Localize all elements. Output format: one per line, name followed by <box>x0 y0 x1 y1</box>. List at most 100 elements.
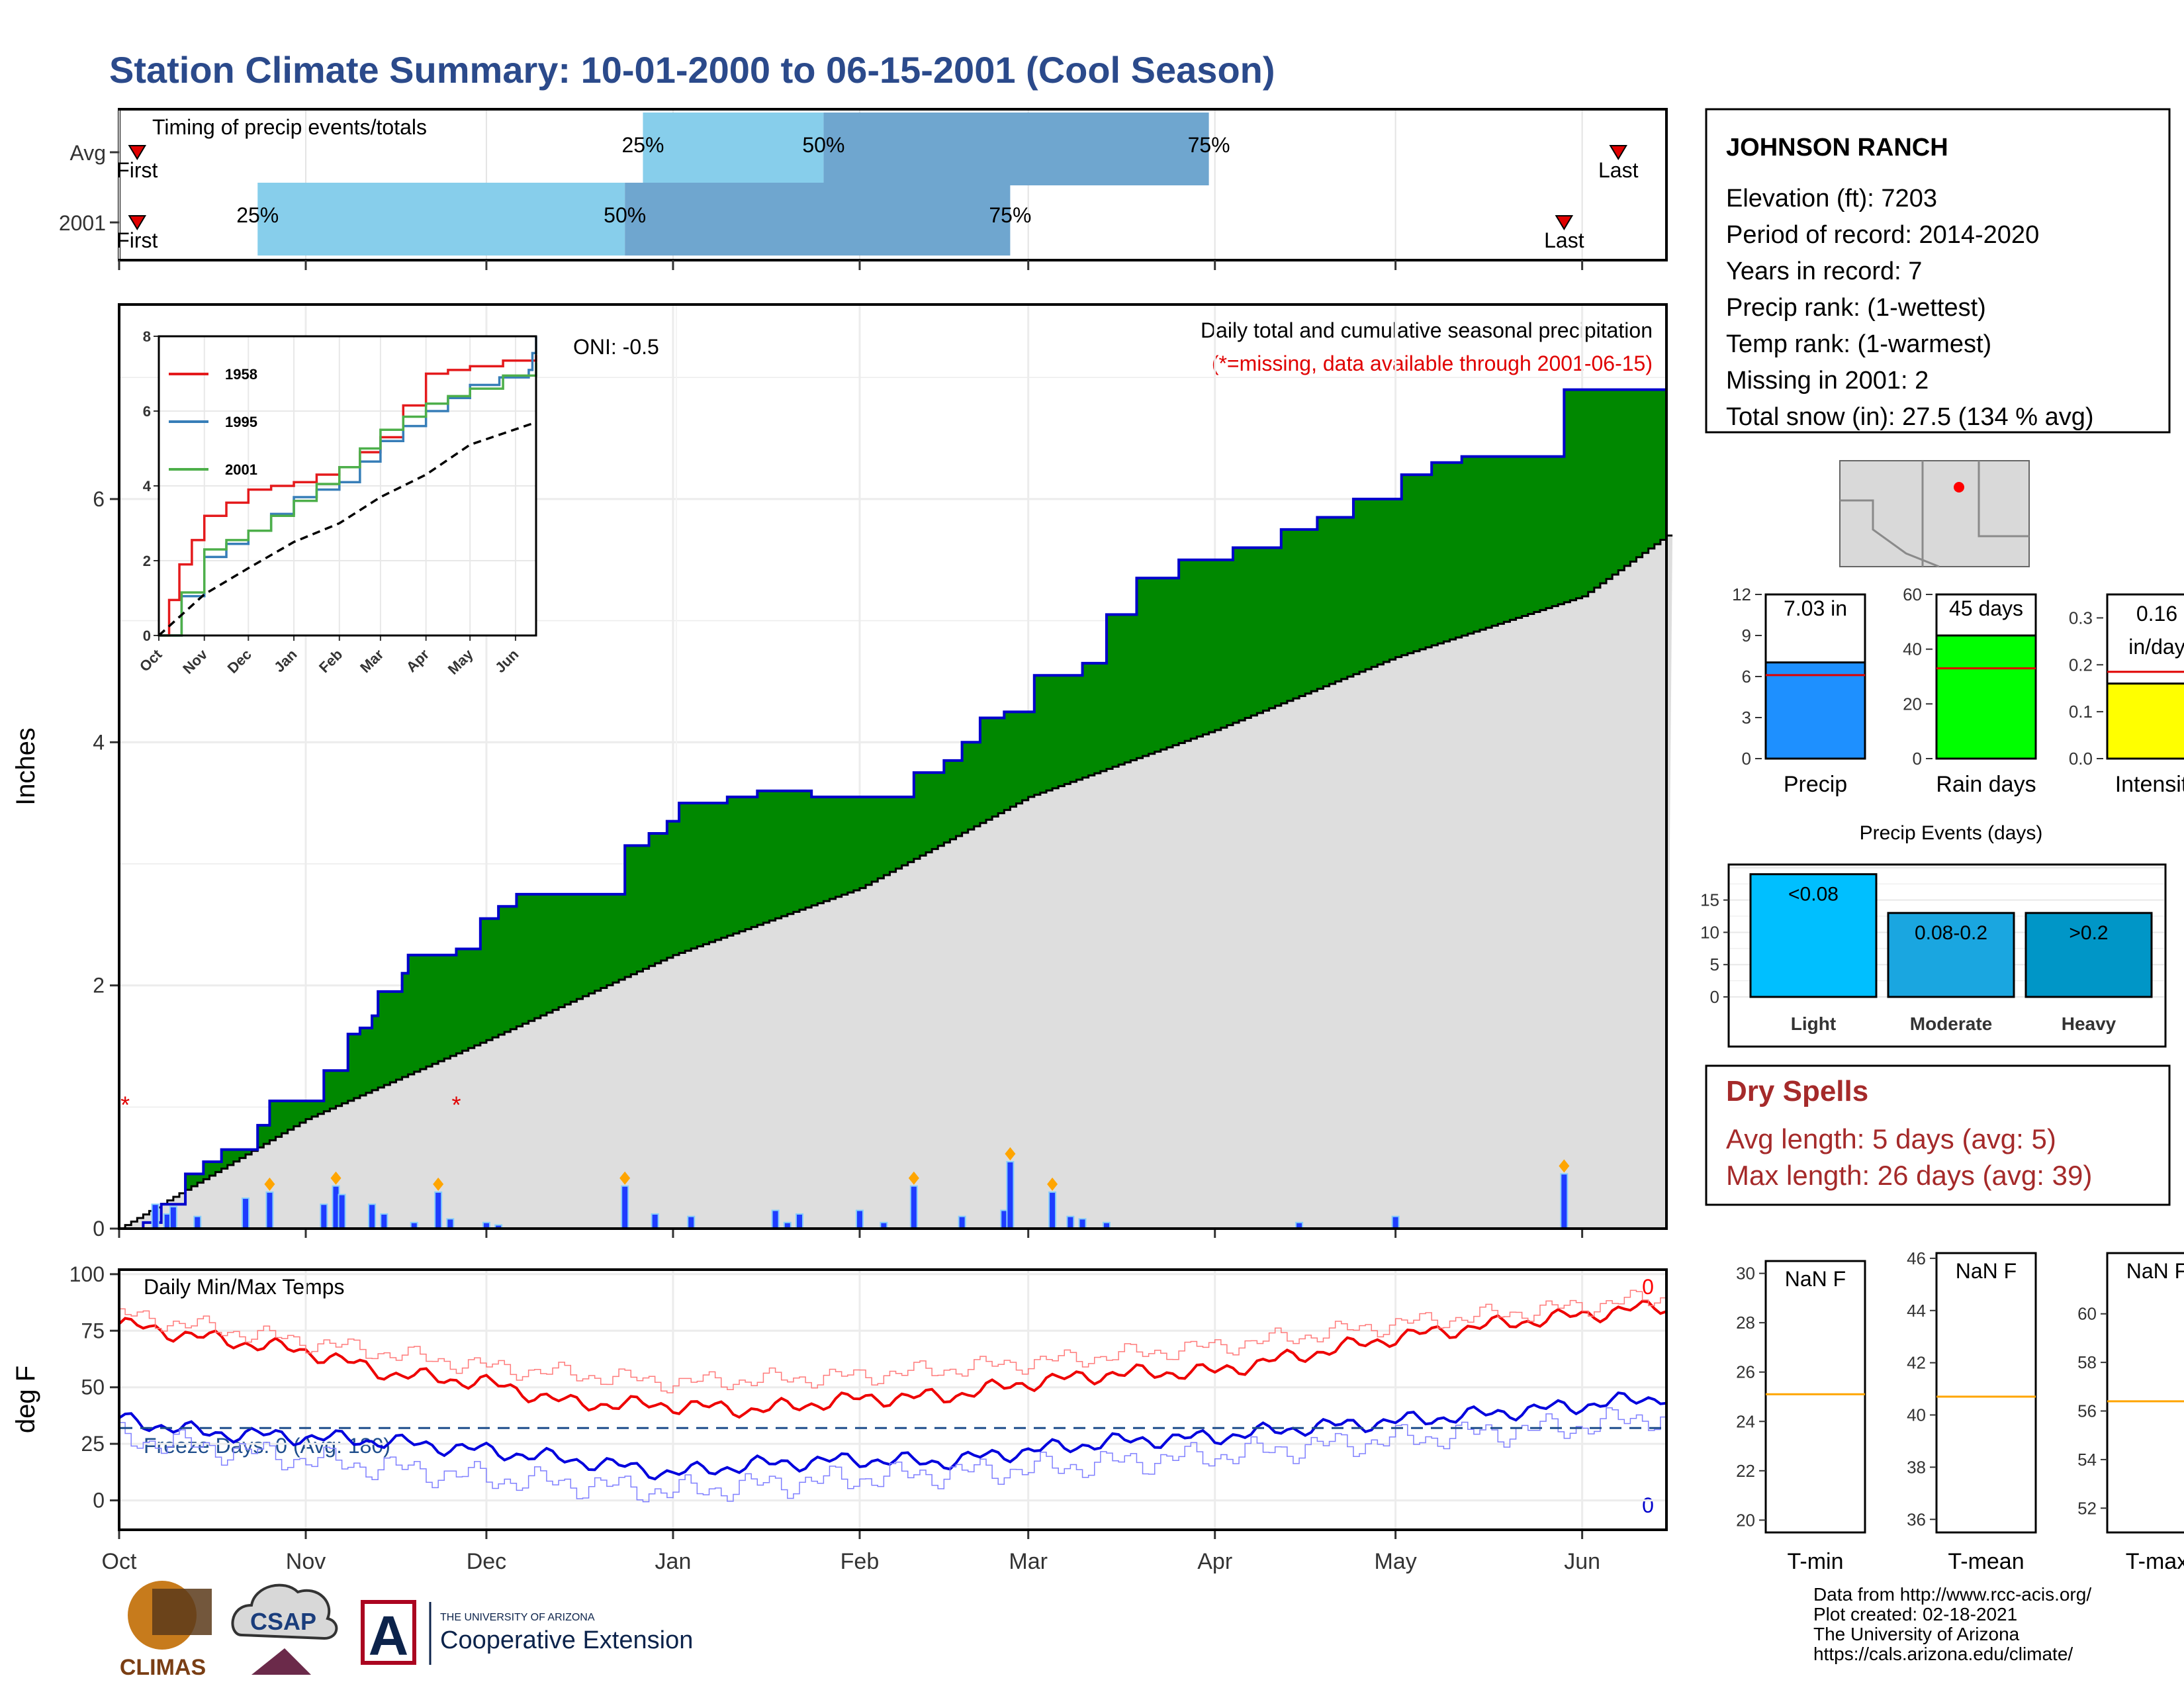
summary-bar-label: Rain days <box>1936 772 2036 797</box>
temp-box-label: T-mean <box>1948 1549 2024 1574</box>
temp-box-y-tick-label: 56 <box>2077 1401 2097 1421</box>
freeze-days-label: Freeze Days: 0 (Avg: 180) <box>144 1434 390 1458</box>
location-map <box>1839 460 2030 568</box>
snow-event-diamond-icon <box>264 1177 275 1191</box>
summary-bar-frame <box>1764 593 1866 760</box>
temps-series-max-avg <box>119 1289 1667 1393</box>
daily-precip-bar <box>320 1203 328 1230</box>
daily-precip-bar <box>621 1185 629 1230</box>
timing-panel: Timing of precip events/totals 25% 50% 75%… <box>59 108 1668 270</box>
temps-series-min-avg <box>119 1405 1667 1503</box>
summary-value-text: 7.03 in <box>1784 596 1847 620</box>
month-label: Jun <box>1564 1549 1600 1574</box>
station-info-line: Total snow (in): 27.5 (134 % avg) <box>1726 403 2094 431</box>
summary-bar-frame <box>2106 593 2184 760</box>
min-count-label: 0 <box>1642 1493 1654 1517</box>
temps-panel: Daily Min/Max Temps Freeze Days: 0 (Avg:… <box>11 1262 1668 1574</box>
timing-q50-label: 50% <box>604 203 646 227</box>
events-y-tick-label: 10 <box>1700 922 1719 942</box>
temp-box-y-tick-label: 40 <box>1907 1405 1926 1425</box>
timing-q25-q50-bar <box>643 113 824 185</box>
cumulative-avg-line <box>119 534 1673 1230</box>
footer-line: Data from http://www.rcc-acis.org/ <box>1813 1584 2091 1605</box>
csap-logo: CSAP <box>231 1583 338 1675</box>
temps-y-tick-label: 75 <box>81 1319 105 1342</box>
temp-box-y-tick-label: 28 <box>1736 1313 1755 1333</box>
daily-precip-bar <box>265 1191 274 1230</box>
climas-logo: CLIMAS <box>120 1581 212 1680</box>
temp-box-value: NaN F <box>1956 1259 2017 1283</box>
temp-box-y-tick-label: 54 <box>2077 1450 2097 1470</box>
temps-ylabel: deg F <box>11 1366 40 1433</box>
summary-y-tick-label: 0.2 <box>2069 655 2093 675</box>
temp-box-value: NaN F <box>2126 1259 2184 1283</box>
inset-series-1958 <box>159 355 537 637</box>
inset-y-tick-label: 0 <box>143 628 151 644</box>
temp-box-y-tick-label: 20 <box>1736 1510 1755 1530</box>
inset-y-tick-label: 2 <box>143 553 151 569</box>
temp-box-y-tick-label: 44 <box>1907 1301 1926 1321</box>
temps-y-tick-label: 50 <box>81 1376 105 1399</box>
timing-q50-q75-bar <box>625 183 1011 256</box>
station-info-line: Elevation (ft): 7203 <box>1726 185 1937 212</box>
temp-box-y-tick-label: 36 <box>1907 1509 1926 1529</box>
last-event-label: Last <box>1598 158 1639 182</box>
summary-y-tick-label: 0.3 <box>2069 608 2093 628</box>
last-event-marker-icon <box>1555 215 1574 230</box>
station-info-line: Period of record: 2014-2020 <box>1726 221 2039 249</box>
timing-title: Timing of precip events/totals <box>152 115 427 139</box>
station-location-dot <box>1954 482 1964 492</box>
summary-value-text: 0.16 <box>2136 602 2177 626</box>
daily-precip-bar <box>338 1194 346 1230</box>
events-bin-label: >0.2 <box>2069 922 2108 944</box>
precip-y-tick-label: 0 <box>93 1217 105 1241</box>
month-label: Feb <box>841 1549 880 1574</box>
timing-q25-q50-bar <box>257 183 625 256</box>
daily-precip-bar <box>1391 1215 1400 1230</box>
ua-small-text: THE UNIVERSITY OF ARIZONA <box>440 1612 595 1623</box>
logos: CLIMAS CSAP A THE UNIVERSITY OF ARIZONA … <box>120 1581 693 1680</box>
daily-precip-bar <box>1078 1218 1087 1230</box>
temp-box-y-tick-label: 30 <box>1736 1264 1755 1284</box>
summary-y-tick-label: 20 <box>1903 694 1922 714</box>
daily-precip-bar <box>434 1191 443 1230</box>
daily-precip-bar <box>193 1215 202 1230</box>
last-event-label: Last <box>1544 228 1584 252</box>
summary-bar-precip <box>1764 661 1866 760</box>
temps-y-tick-label: 100 <box>69 1262 105 1286</box>
summary-bar-intensity <box>2106 682 2184 760</box>
events-bin-label: 0.08-0.2 <box>1915 922 1987 944</box>
cumulative-avg-area <box>119 536 1673 1229</box>
snow-event-diamond-icon <box>433 1177 444 1191</box>
month-label: Apr <box>1197 1549 1232 1574</box>
summary-bar-label: Intensity <box>2115 772 2184 797</box>
temps-series-min-2001 <box>118 1391 1667 1481</box>
summary-bar-label: Precip <box>1784 772 1847 797</box>
events-bar <box>1749 873 1878 998</box>
daily-precip-bar <box>242 1197 250 1230</box>
daily-precip-bar <box>771 1209 780 1230</box>
snow-event-diamond-icon <box>1047 1177 1058 1191</box>
precip-title: Daily total and cumulative seasonal prec… <box>1201 318 1653 342</box>
temp-box-y-tick-label: 52 <box>2077 1498 2097 1518</box>
temp-box-y-tick-label: 42 <box>1907 1353 1926 1373</box>
daily-precip-bar <box>1006 1160 1015 1229</box>
snow-event-diamond-icon <box>1559 1159 1570 1173</box>
max-count-label: 0 <box>1642 1275 1654 1299</box>
snow-event-diamond-icon <box>1005 1147 1016 1160</box>
state-borders <box>1840 461 2029 568</box>
events-y-tick-label: 5 <box>1710 955 1719 974</box>
temp-box-y-tick-label: 24 <box>1736 1411 1755 1431</box>
temps-title: Daily Min/Max Temps <box>144 1275 344 1299</box>
ua-badge-icon <box>361 1600 416 1665</box>
precip-frame-overlay <box>118 303 1668 1230</box>
month-label: Jan <box>655 1549 692 1574</box>
month-label: Oct <box>102 1549 137 1574</box>
temp-box-y-tick-label: 58 <box>2077 1352 2097 1372</box>
last-event-marker-icon <box>1609 145 1627 160</box>
footer-line: https://cals.arizona.edu/climate/ <box>1813 1644 2073 1664</box>
summary-y-tick-label: 3 <box>1742 708 1751 727</box>
footer-line: Plot created: 02-18-2021 <box>1813 1604 2017 1624</box>
timing-q75-label: 75% <box>1188 133 1230 157</box>
events-bar <box>1887 912 2015 998</box>
